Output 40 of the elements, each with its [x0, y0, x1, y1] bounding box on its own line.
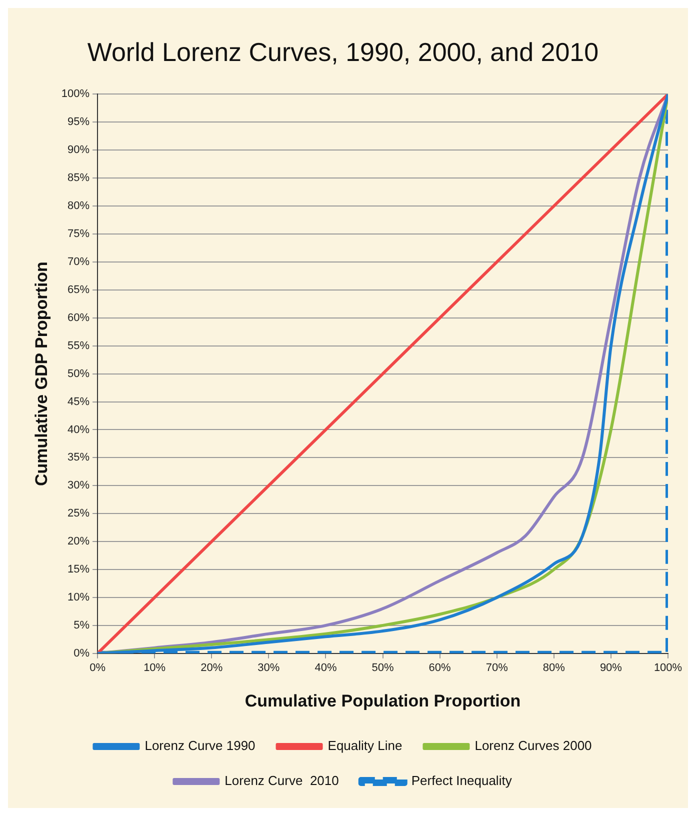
x-tick-label: 60% [428, 662, 452, 674]
x-tick-label: 70% [486, 662, 508, 674]
y-tick-label: 55% [68, 340, 90, 352]
y-tick-label: 40% [68, 424, 90, 436]
y-tick-label: 50% [68, 368, 90, 380]
y-tick-label: 30% [68, 480, 90, 492]
x-tick-label: 50% [372, 662, 394, 674]
y-tick-label: 65% [68, 284, 90, 296]
y-tick-label: 15% [68, 564, 90, 576]
y-tick-label: 75% [68, 228, 90, 240]
y-tick-label: 95% [68, 116, 90, 128]
y-tick-label: 35% [68, 452, 90, 464]
x-tick-label: 30% [258, 662, 280, 674]
y-tick-label: 85% [68, 172, 90, 184]
y-tick-label: 10% [68, 592, 90, 604]
y-tick-label: 70% [68, 256, 90, 268]
y-tick-label: 100% [61, 88, 90, 100]
x-tick-label: 20% [200, 662, 223, 674]
y-axis-title: Cumulative GDP Proportion [32, 262, 51, 486]
y-tick-label: 20% [68, 536, 90, 548]
legend-label: Lorenz Curve 1990 [144, 738, 256, 754]
y-tick-label: 25% [68, 508, 90, 520]
y-tick-label: 5% [74, 619, 90, 632]
chart-title: World Lorenz Curves, 1990, 2000, and 2010 [87, 36, 599, 67]
legend-label: Lorenz Curve 2010 [224, 773, 339, 788]
y-tick-label: 0% [74, 647, 90, 660]
y-tick-label: 45% [68, 396, 90, 408]
legend-label: Perfect Inequality [411, 773, 512, 788]
y-tick-label: 80% [68, 200, 90, 212]
legend-label: Lorenz Curves 2000 [474, 738, 592, 754]
y-tick-label: 60% [68, 312, 90, 324]
x-axis-title: Cumulative Population Proportion [244, 691, 521, 710]
x-tick-label: 80% [542, 662, 566, 674]
legend-label: Equality Line [328, 738, 402, 754]
x-tick-label: 90% [600, 662, 622, 674]
x-tick-label: 10% [144, 662, 166, 674]
x-tick-label: 0% [90, 662, 106, 674]
y-tick-label: 90% [68, 144, 90, 156]
x-tick-label: 40% [314, 662, 337, 674]
x-tick-label: 100% [654, 662, 682, 674]
